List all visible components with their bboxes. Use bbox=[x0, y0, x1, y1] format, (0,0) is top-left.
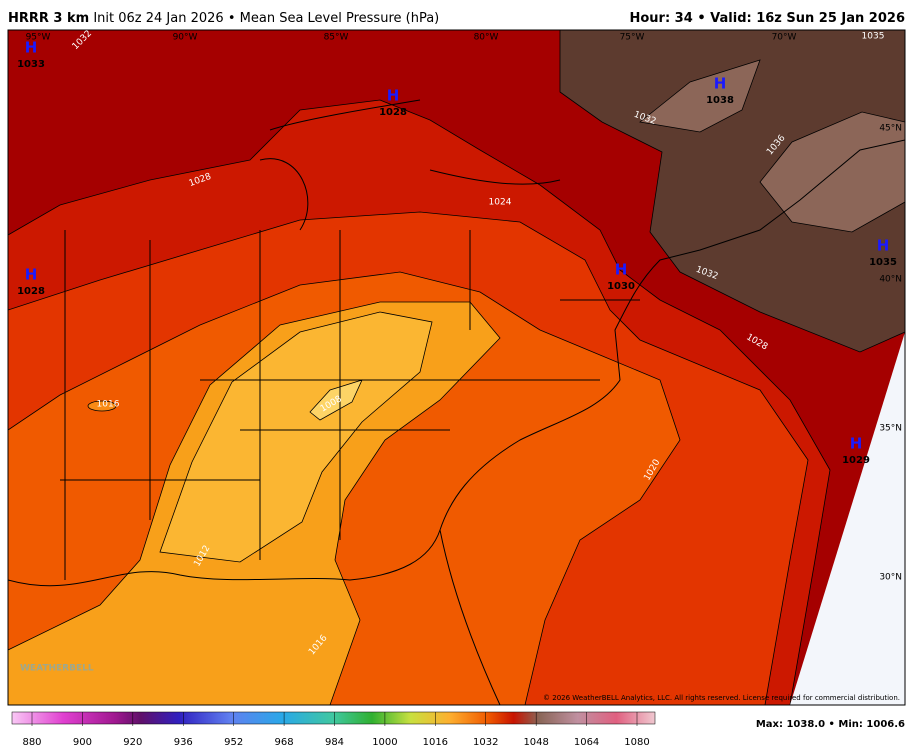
colorbar-label: 1064 bbox=[574, 737, 599, 748]
latitude-label: 30°N bbox=[879, 573, 902, 583]
map bbox=[8, 30, 905, 705]
colorbar-label: 1048 bbox=[523, 737, 548, 748]
colorbar-label: 984 bbox=[325, 737, 344, 748]
high-value: 1033 bbox=[17, 59, 45, 70]
high-value: 1038 bbox=[706, 95, 734, 106]
longitude-label: 80°W bbox=[474, 33, 499, 43]
boundaries bbox=[8, 99, 905, 705]
high-value: 1030 bbox=[607, 281, 635, 292]
high-value: 1028 bbox=[379, 107, 407, 118]
high-value: 1035 bbox=[869, 257, 897, 268]
high-value: 1028 bbox=[17, 286, 45, 297]
logo: WEATHERBELL bbox=[20, 664, 94, 674]
title: HRRR 3 km Init 06z 24 Jan 2026 • Mean Se… bbox=[8, 11, 439, 26]
high-value: 1029 bbox=[842, 455, 870, 466]
colorbar-label: 920 bbox=[123, 737, 142, 748]
colorbar-label: 880 bbox=[22, 737, 41, 748]
pressure-fill bbox=[559, 30, 905, 353]
contour-label: 1016 bbox=[97, 400, 120, 410]
high-letter: H bbox=[850, 435, 863, 453]
pressure-fill bbox=[639, 59, 761, 133]
colorbar bbox=[11, 711, 656, 725]
longitude-label: 70°W bbox=[772, 33, 797, 43]
high-letter: H bbox=[714, 75, 727, 93]
contour-label: 1035 bbox=[862, 32, 885, 42]
colorbar-label: 936 bbox=[174, 737, 193, 748]
pressure-fill bbox=[759, 111, 905, 233]
colorbar-label: 1080 bbox=[624, 737, 649, 748]
high-letter: H bbox=[25, 39, 38, 57]
colorbar-label: 1000 bbox=[372, 737, 397, 748]
colorbar-label: 952 bbox=[224, 737, 243, 748]
longitude-label: 90°W bbox=[173, 33, 198, 43]
high-letter: H bbox=[615, 261, 628, 279]
high-letter: H bbox=[387, 87, 400, 105]
longitude-label: 75°W bbox=[620, 33, 645, 43]
longitude-label: 95°W bbox=[26, 33, 51, 43]
pressure-fill bbox=[309, 379, 363, 421]
latitude-label: 45°N bbox=[879, 124, 902, 134]
contour-label: 1024 bbox=[489, 198, 512, 208]
colorbar-label: 1016 bbox=[423, 737, 448, 748]
map-frame bbox=[7, 29, 906, 706]
longitude-label: 85°W bbox=[324, 33, 349, 43]
latitude-label: 35°N bbox=[879, 424, 902, 434]
high-letter: H bbox=[877, 237, 890, 255]
colorbar-label: 900 bbox=[73, 737, 92, 748]
pressure-fill bbox=[87, 400, 117, 412]
latitude-label: 40°N bbox=[879, 275, 902, 285]
colorbar-label: 968 bbox=[275, 737, 294, 748]
pressure-fill bbox=[159, 311, 433, 563]
copyright: © 2026 WeatherBELL Analytics, LLC. All r… bbox=[543, 694, 900, 702]
outside-domain bbox=[790, 332, 905, 705]
valid-time: Hour: 34 • Valid: 16z Sun 25 Jan 2026 bbox=[629, 11, 905, 26]
high-letter: H bbox=[25, 266, 38, 284]
colorbar-label: 1032 bbox=[473, 737, 498, 748]
max-min: Max: 1038.0 • Min: 1006.6 bbox=[756, 719, 905, 730]
